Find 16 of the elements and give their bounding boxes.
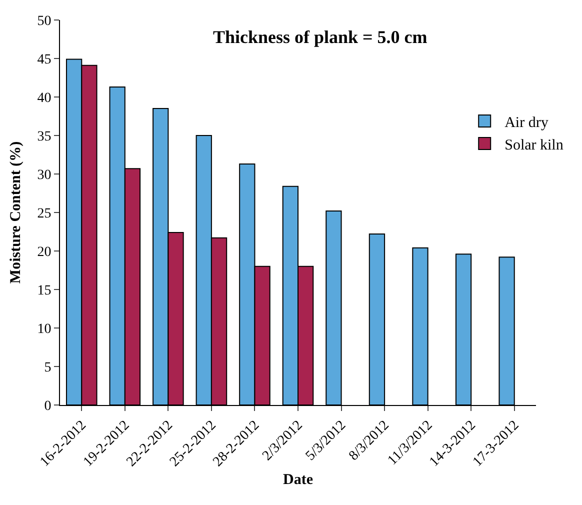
y-tick-label: 5 [44,360,52,376]
legend-label: Solar kiln [504,137,564,154]
y-axis-title: Moisture Content (%) [8,141,24,284]
y-tick-label: 50 [37,14,52,29]
x-axis-title: Date [283,472,314,488]
y-tick-label: 15 [37,283,52,298]
y-tick-label: 10 [37,322,52,337]
legend-label: Air dry [504,114,549,131]
y-tick-label: 30 [37,168,52,183]
y-tick-label: 35 [37,129,52,144]
y-tick-label: 45 [37,52,52,68]
y-tick-label: 0 [44,398,52,414]
chart-title: Thickness of plank = 5.0 cm [212,26,428,47]
y-tick-label: 20 [37,244,52,260]
y-tick-label: 25 [37,206,52,222]
y-tick-label: 40 [37,90,52,106]
